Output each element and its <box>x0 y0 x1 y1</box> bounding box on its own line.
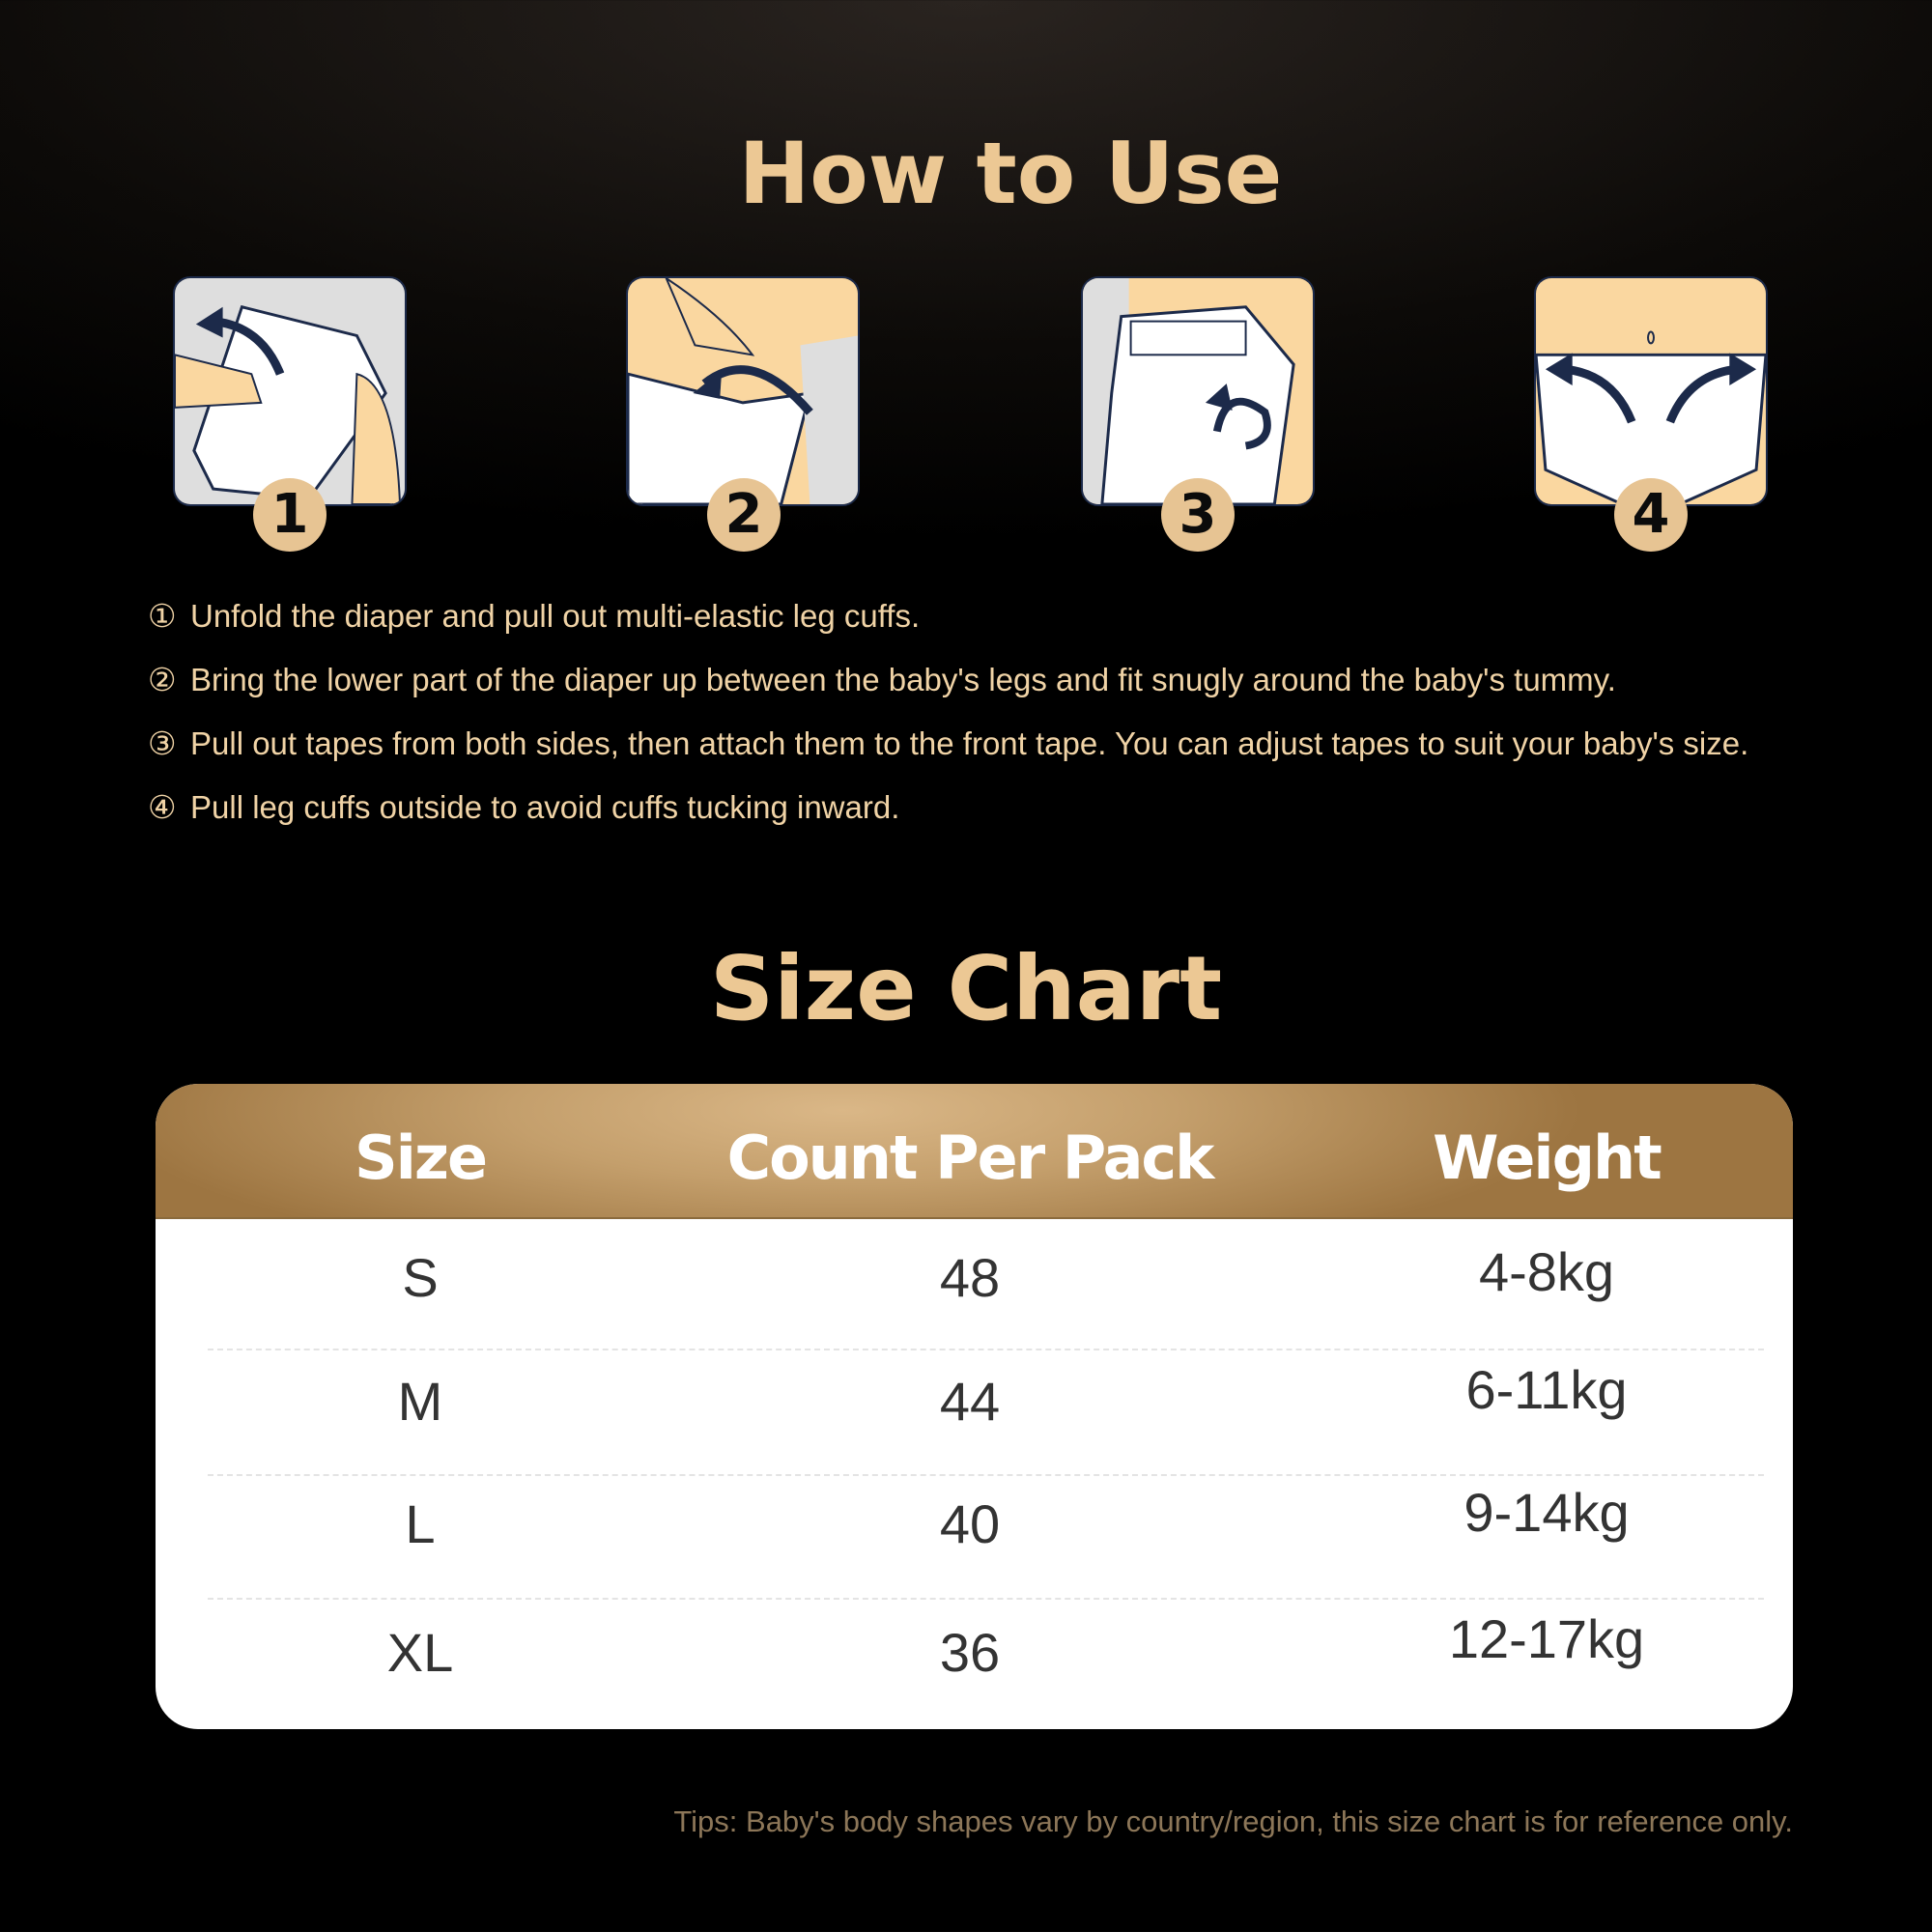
step-text: Unfold the diaper and pull out multi-ela… <box>190 598 921 634</box>
cell-count: 48 <box>939 1247 1001 1308</box>
cell-weight: 4-8kg <box>1478 1241 1615 1302</box>
header-count: Count Per Pack <box>726 1122 1215 1193</box>
table-header: Size Count Per Pack Weight <box>156 1084 1793 1219</box>
step-2-badge: 2 <box>707 478 781 552</box>
instructions-list: ① Unfold the diaper and pull out multi-el… <box>148 597 1848 852</box>
step-number: ① <box>148 598 177 634</box>
row-divider <box>208 1349 1764 1350</box>
header-size: Size <box>354 1122 488 1193</box>
cell-count: 44 <box>939 1371 1001 1432</box>
cell-size: S <box>402 1247 439 1308</box>
cell-count: 40 <box>939 1493 1001 1554</box>
instruction-step: ① Unfold the diaper and pull out multi-el… <box>148 597 1848 636</box>
step-text: Bring the lower part of the diaper up be… <box>190 662 1616 697</box>
step-1-illustration <box>173 276 407 506</box>
how-to-use-title: How to Use <box>738 124 1283 223</box>
step-number: ③ <box>148 725 177 761</box>
header-weight: Weight <box>1433 1122 1662 1193</box>
cell-count: 36 <box>939 1622 1001 1683</box>
size-chart-title: Size Chart <box>709 937 1223 1040</box>
instruction-step: ② Bring the lower part of the diaper up b… <box>148 661 1848 699</box>
cell-weight: 6-11kg <box>1465 1359 1628 1420</box>
instruction-step: ③ Pull out tapes from both sides, then at… <box>148 724 1848 763</box>
cell-size: XL <box>386 1622 454 1683</box>
step-text: Pull leg cuffs outside to avoid cuffs tu… <box>190 789 900 825</box>
instruction-step: ④ Pull leg cuffs outside to avoid cuffs t… <box>148 788 1848 827</box>
step-3-illustration <box>1081 276 1315 506</box>
size-chart-table: Size Count Per Pack Weight S 48 4-8kg M … <box>156 1084 1793 1729</box>
step-3-badge: 3 <box>1161 478 1235 552</box>
step-4-illustration <box>1534 276 1768 506</box>
step-number: ② <box>148 662 177 697</box>
step-number: ④ <box>148 789 177 825</box>
size-chart-tips: Tips: Baby's body shapes vary by country… <box>673 1804 1793 1838</box>
step-4-badge: 4 <box>1614 478 1688 552</box>
row-divider <box>208 1598 1764 1600</box>
step-2-illustration <box>626 276 860 506</box>
row-divider <box>208 1474 1764 1476</box>
step-1-badge: 1 <box>253 478 327 552</box>
cell-size: L <box>405 1493 436 1554</box>
step-text: Pull out tapes from both sides, then att… <box>190 725 1749 761</box>
cell-size: M <box>397 1371 443 1432</box>
cell-weight: 12-17kg <box>1448 1608 1645 1669</box>
cell-weight: 9-14kg <box>1463 1482 1630 1543</box>
